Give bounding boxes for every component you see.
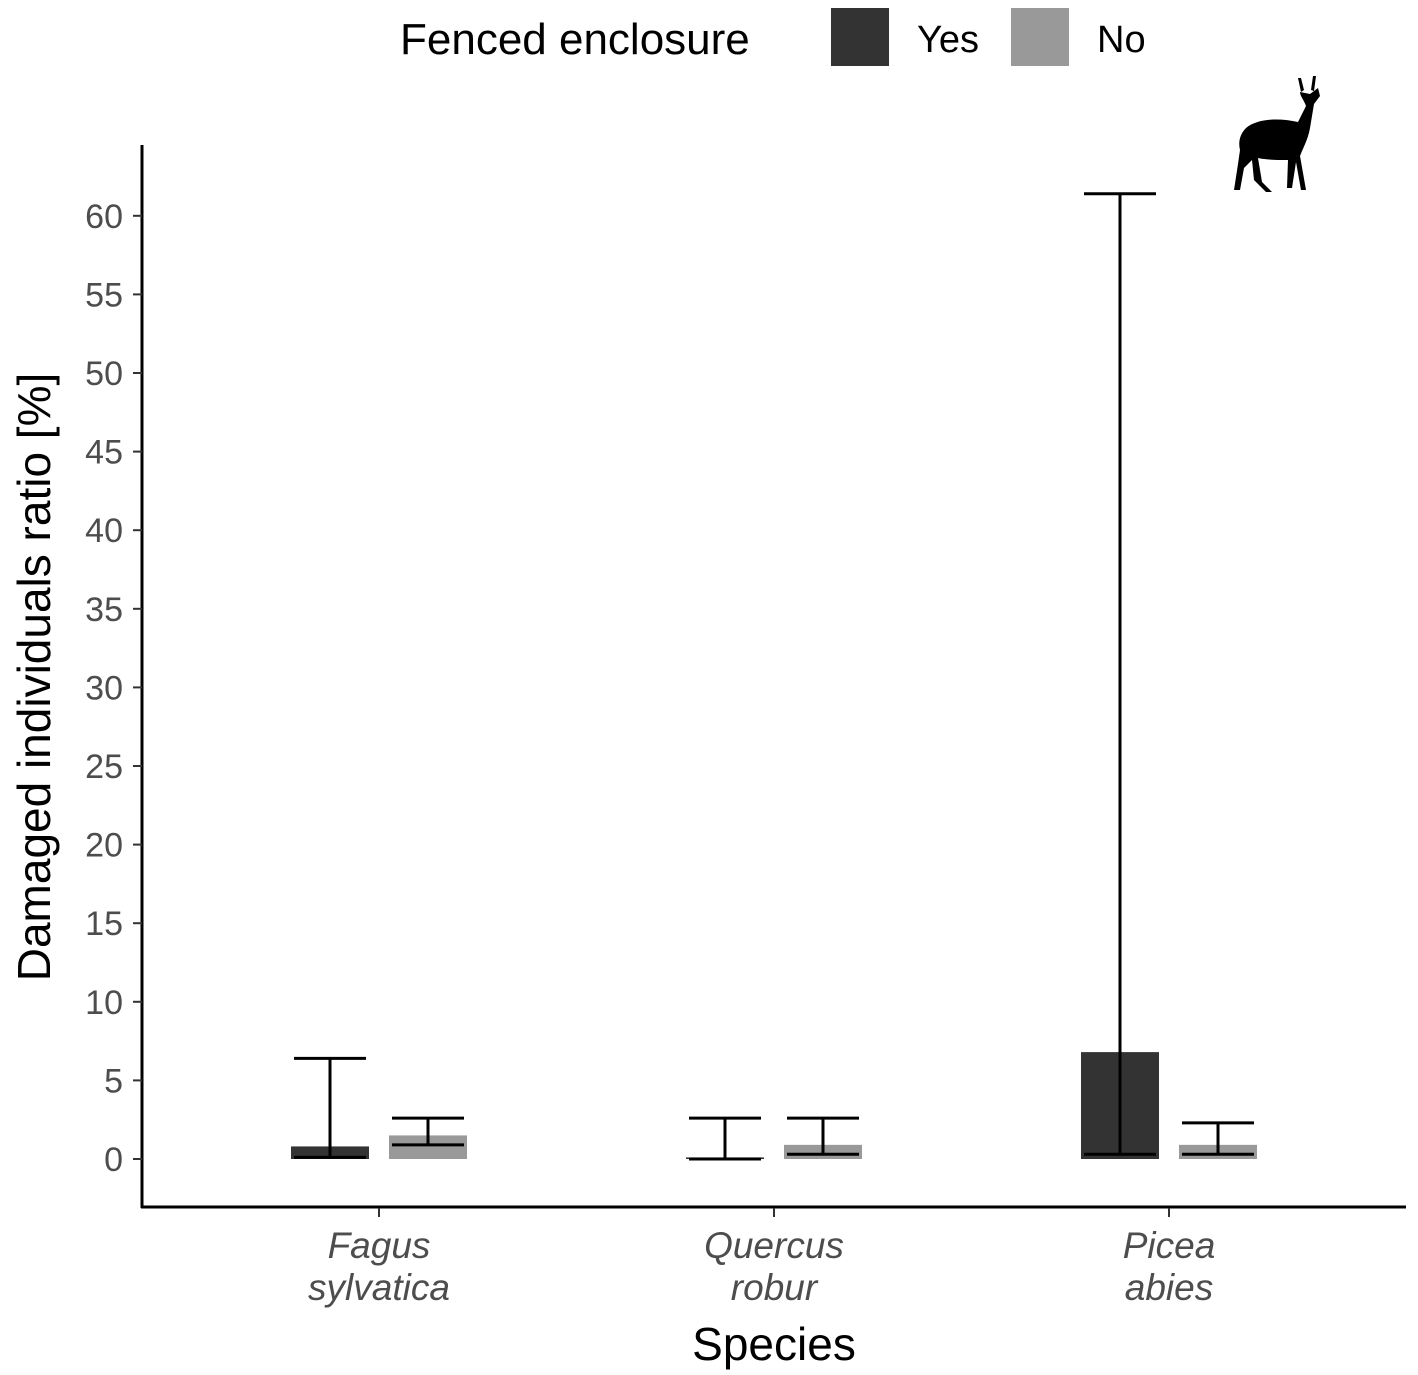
bars xyxy=(291,1052,1257,1159)
y-tick-label: 40 xyxy=(85,512,123,550)
error-bars xyxy=(294,192,1254,1161)
y-tick-label: 15 xyxy=(85,905,123,943)
y-tick-label: 10 xyxy=(85,984,123,1022)
y-tick-label: 25 xyxy=(85,748,123,786)
legend-swatch-no xyxy=(1011,8,1069,66)
y-tick-label: 55 xyxy=(85,276,123,314)
y-ticks: 0 5 10 15 20 25 30 35 40 45 50 55 60 xyxy=(85,198,142,1179)
y-tick-label: 35 xyxy=(85,591,123,629)
x-tick-label: Picea xyxy=(1123,1225,1216,1266)
y-axis-title: Damaged individuals ratio [%] xyxy=(8,373,60,982)
deer-silhouette-icon xyxy=(1234,76,1320,192)
legend: Fenced enclosure Yes No xyxy=(400,8,1146,66)
x-tick-label: Fagus xyxy=(328,1225,431,1266)
y-tick-label: 45 xyxy=(85,434,123,472)
x-tick-label: sylvatica xyxy=(308,1267,450,1308)
x-tick-label: robur xyxy=(731,1267,819,1308)
y-tick-label: 0 xyxy=(104,1141,123,1179)
x-tick-label: Quercus xyxy=(704,1225,844,1266)
y-tick-label: 20 xyxy=(85,827,123,865)
y-tick-label: 50 xyxy=(85,355,123,393)
legend-label-no: No xyxy=(1097,19,1146,61)
bar-no xyxy=(389,1135,467,1159)
x-tick-label: abies xyxy=(1125,1267,1213,1308)
y-tick-label: 30 xyxy=(85,669,123,707)
y-tick-label: 5 xyxy=(104,1062,123,1100)
legend-swatch-yes xyxy=(831,8,889,66)
y-tick-label: 60 xyxy=(85,198,123,236)
x-axis-title: Species xyxy=(692,1318,856,1370)
legend-label-yes: Yes xyxy=(917,19,979,61)
legend-title: Fenced enclosure xyxy=(400,15,750,64)
